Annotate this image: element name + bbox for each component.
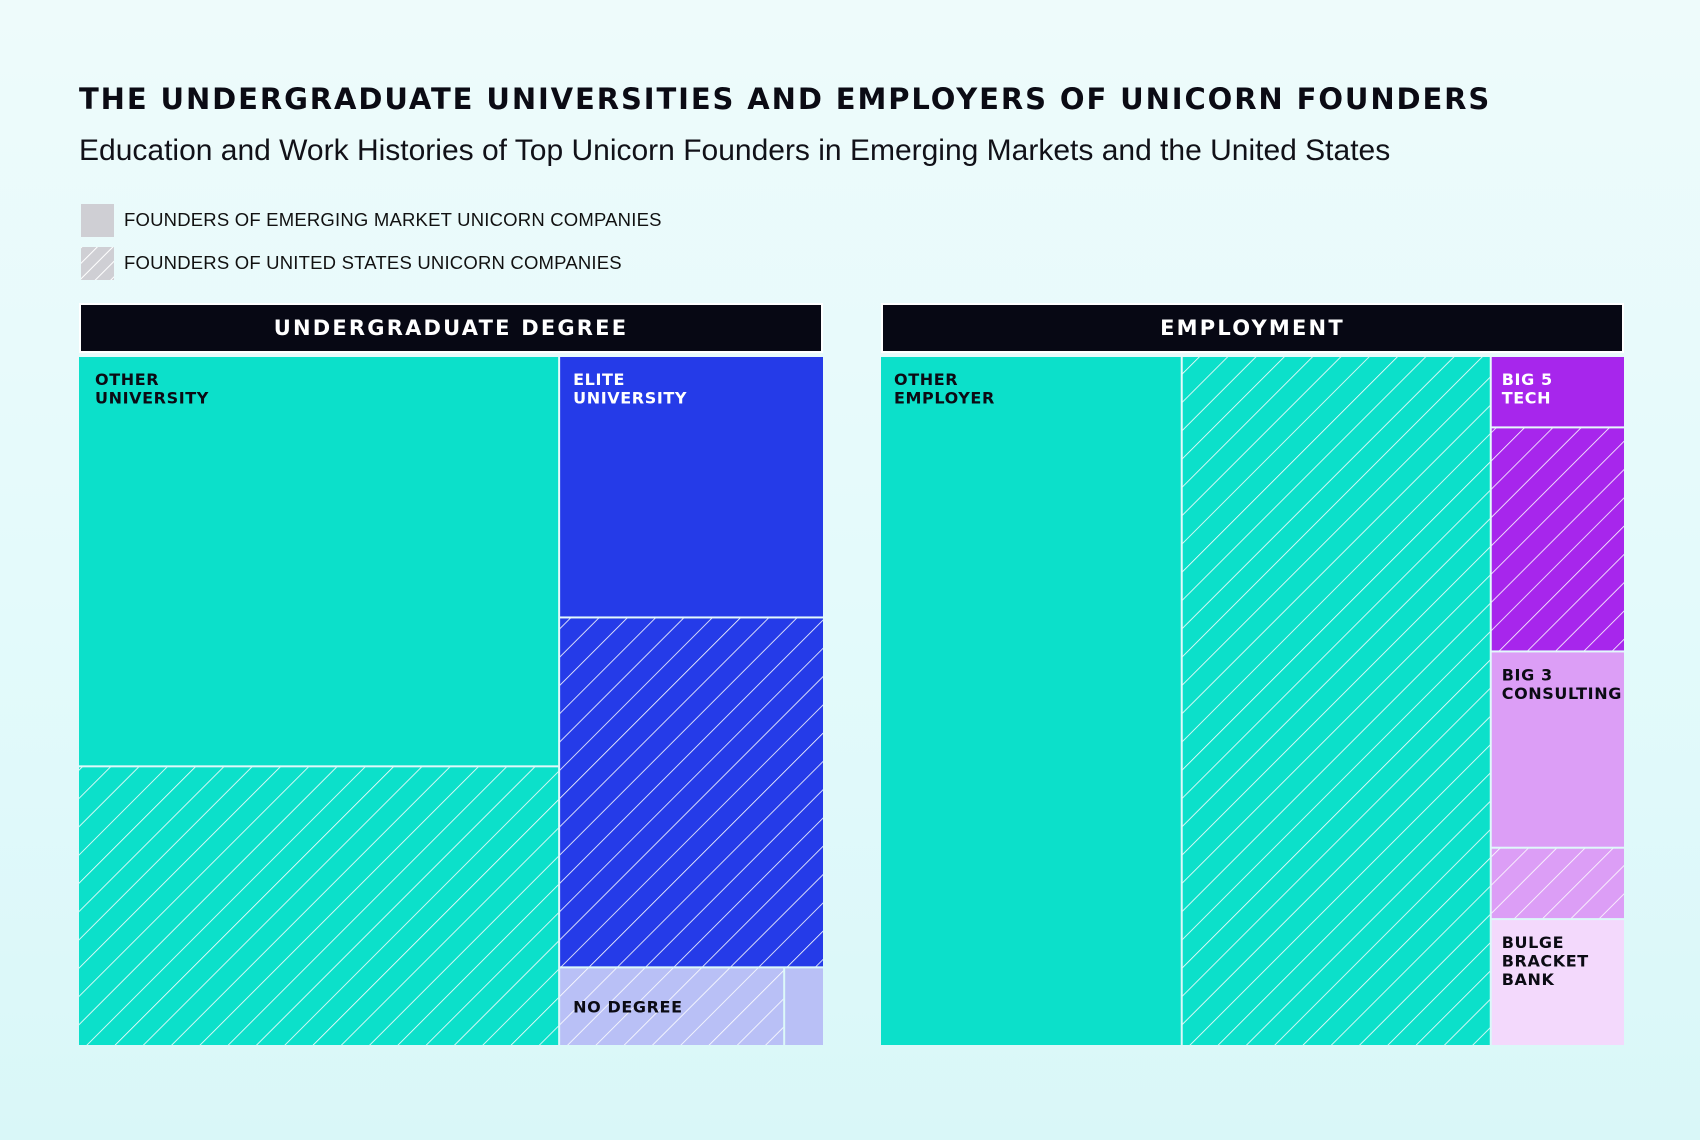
tile-no-degree-us [560, 968, 784, 1045]
tile-label-other-university: OTHER UNIVERSITY [95, 370, 209, 408]
tile-bulge-bracket-bank-em [1491, 920, 1624, 1045]
tile-label-big-5-tech: BIG 5 TECH [1502, 370, 1553, 408]
legend-swatch-solid [81, 203, 114, 237]
legend-swatch-hatched [81, 246, 114, 280]
tile-other-university-em [79, 357, 559, 766]
legend-label-emerging: FOUNDERS OF EMERGING MARKET UNICORN COMP… [124, 209, 662, 230]
tile-label-elite-university: ELITE UNIVERSITY [573, 370, 687, 408]
chart-subtitle: Education and Work Histories of Top Unic… [79, 134, 1391, 167]
tile-label-big-3-consulting: BIG 3 CONSULTING [1502, 665, 1622, 703]
tile-other-employer-em [881, 357, 1181, 1045]
tile-label-other-employer: OTHER EMPLOYER [894, 370, 995, 408]
tile-elite-university-us [560, 618, 823, 967]
legend-label-united-states: FOUNDERS OF UNITED STATES UNICORN COMPAN… [124, 252, 622, 273]
tile-elite-university-em [560, 357, 823, 617]
tile-label-no-degree: NO DEGREE [573, 998, 683, 1017]
legend-item-united-states: FOUNDERS OF UNITED STATES UNICORN COMPAN… [81, 246, 622, 280]
tile-label-bulge-bracket-bank: BULGE BRACKET BANK [1502, 933, 1589, 989]
tile-other-employer-us [1182, 357, 1490, 1045]
panel-header-undergraduate: UNDERGRADUATE DEGREE [79, 303, 823, 353]
tile-big-3-consulting-em [1491, 652, 1624, 847]
tile-big-3-consulting-us [1491, 848, 1624, 919]
legend-item-emerging: FOUNDERS OF EMERGING MARKET UNICORN COMP… [81, 203, 662, 237]
tile-big-5-tech-em [1491, 357, 1624, 427]
tile-no-degree-em [785, 968, 823, 1045]
legend-swatch-hatched-fill [81, 246, 114, 280]
chart-title: THE UNDERGRADUATE UNIVERSITIES AND EMPLO… [79, 82, 1492, 116]
tile-other-university-us [79, 767, 559, 1045]
legend-swatch-solid-fill [81, 203, 114, 237]
panel-header-employment: EMPLOYMENT [881, 303, 1624, 353]
tile-big-5-tech-us [1491, 428, 1624, 651]
